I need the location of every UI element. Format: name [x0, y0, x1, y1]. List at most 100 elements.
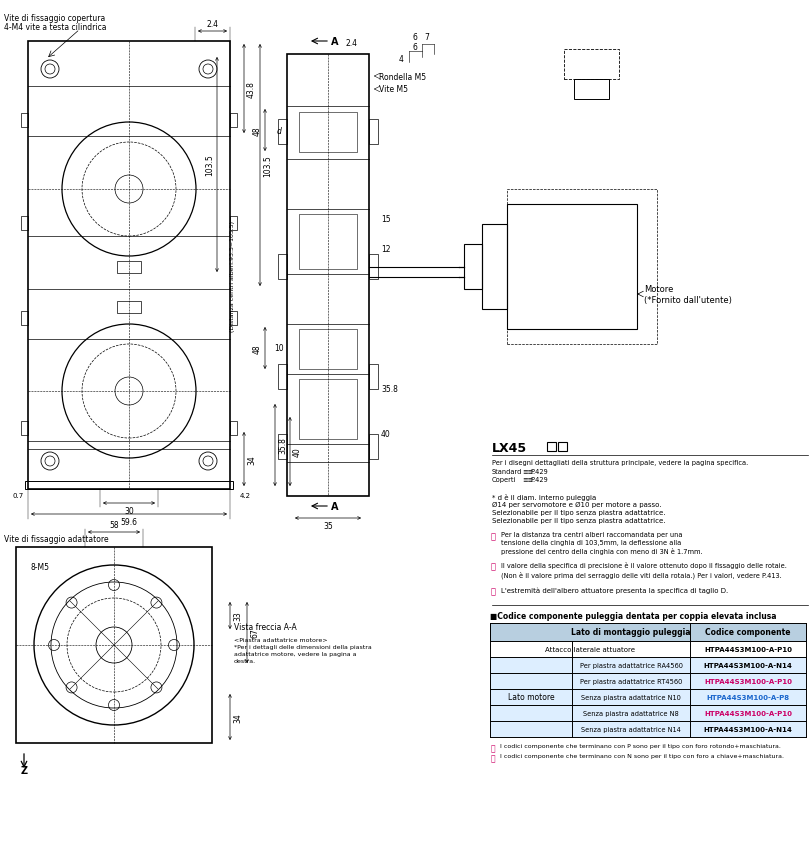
Text: 4-M4 vite a testa cilindrica: 4-M4 vite a testa cilindrica — [4, 23, 106, 32]
Text: 58: 58 — [109, 521, 119, 529]
Bar — [299, 214, 357, 270]
Text: (Distanza centri alberi:93.5~105.5): (Distanza centri alberi:93.5~105.5) — [230, 220, 234, 331]
Text: Attacco laterale attuatore: Attacco laterale attuatore — [545, 647, 635, 652]
Text: A: A — [331, 501, 338, 511]
Text: Ø14 per servomotore e Ø10 per motore a passo.: Ø14 per servomotore e Ø10 per motore a p… — [492, 501, 662, 507]
Text: d: d — [277, 127, 281, 135]
Text: Vite M5: Vite M5 — [379, 85, 408, 95]
Text: 34: 34 — [233, 712, 242, 722]
Bar — [564, 50, 619, 80]
Bar — [230, 421, 237, 436]
Text: I codici componente che terminano con P sono per il tipo con foro rotondo+maschi: I codici componente che terminano con P … — [500, 743, 781, 748]
Text: ⓕ: ⓕ — [491, 753, 496, 762]
Text: Per piastra adattatrice RA4560: Per piastra adattatrice RA4560 — [580, 663, 683, 668]
Text: Il valore della specifica di precisione è il valore ottenuto dopo il fissaggio d: Il valore della specifica di precisione … — [501, 561, 787, 578]
Bar — [299, 113, 357, 153]
Bar — [558, 442, 567, 452]
Text: 35.8: 35.8 — [381, 385, 398, 394]
Bar — [278, 255, 287, 279]
Bar — [230, 311, 237, 326]
Text: 34: 34 — [247, 455, 256, 464]
Text: Vista freccia A-A: Vista freccia A-A — [234, 622, 297, 631]
Text: P.429: P.429 — [530, 476, 547, 483]
Text: 59.6: 59.6 — [121, 517, 138, 527]
Bar — [490, 623, 806, 641]
Bar — [490, 706, 806, 721]
Bar — [574, 80, 609, 100]
Text: 12: 12 — [381, 246, 391, 254]
Text: Senza piastra adattatrice N8: Senza piastra adattatrice N8 — [583, 710, 679, 717]
Text: 103.5: 103.5 — [205, 154, 214, 176]
Text: 2.4: 2.4 — [345, 39, 357, 47]
Bar — [490, 674, 806, 690]
Text: 40: 40 — [381, 430, 391, 439]
Text: 4: 4 — [398, 56, 403, 64]
Bar — [490, 657, 806, 674]
Text: Per piastra adattatrice RT4560: Per piastra adattatrice RT4560 — [580, 679, 682, 684]
Bar — [28, 42, 230, 490]
Text: HTPA44S3M100-A-P10: HTPA44S3M100-A-P10 — [704, 710, 792, 717]
Bar — [464, 245, 482, 289]
Text: Senza piastra adattatrice N14: Senza piastra adattatrice N14 — [581, 726, 681, 732]
Text: ■Codice componente puleggia dentata per coppia elevata inclusa: ■Codice componente puleggia dentata per … — [490, 611, 776, 620]
Text: 40: 40 — [293, 447, 302, 457]
Bar — [490, 641, 806, 657]
Bar — [21, 311, 28, 326]
Text: LX45: LX45 — [492, 441, 527, 454]
Text: ≡≡: ≡≡ — [522, 468, 533, 474]
Text: HTPA44S3M100-A-P10: HTPA44S3M100-A-P10 — [704, 647, 792, 652]
Text: HTPA44S3M100-A-N14: HTPA44S3M100-A-N14 — [704, 663, 792, 668]
Text: I codici componente che terminano con N sono per il tipo con foro a chiave+masch: I codici componente che terminano con N … — [500, 753, 784, 758]
Bar — [287, 55, 369, 496]
Bar — [369, 255, 378, 279]
Text: Vite di fissaggio adattatore: Vite di fissaggio adattatore — [4, 534, 109, 544]
Text: Lato di montaggio puleggia: Lato di montaggio puleggia — [571, 628, 691, 636]
Bar — [278, 435, 287, 459]
Bar — [369, 435, 378, 459]
Text: * d è il diam. interno puleggia: * d è il diam. interno puleggia — [492, 494, 596, 500]
Bar — [507, 190, 657, 344]
Text: 67: 67 — [250, 628, 259, 637]
Text: 6: 6 — [413, 32, 418, 41]
Text: Selezionabile per il tipo senza piastra adattatrice.: Selezionabile per il tipo senza piastra … — [492, 510, 666, 516]
Text: Standard: Standard — [492, 468, 522, 474]
Text: 48: 48 — [253, 344, 262, 354]
Text: 35.8: 35.8 — [278, 437, 287, 454]
Bar — [490, 721, 806, 737]
Bar — [507, 205, 637, 330]
Bar — [16, 548, 212, 743]
Bar — [25, 481, 233, 490]
Bar — [299, 330, 357, 370]
Text: Motore
(*Fornito dall'utente): Motore (*Fornito dall'utente) — [644, 285, 732, 305]
Bar — [21, 217, 28, 230]
Text: Lato motore: Lato motore — [508, 693, 554, 701]
Text: L'estremità dell'albero attuatore presenta la specifica di taglio D.: L'estremità dell'albero attuatore presen… — [501, 587, 728, 592]
Bar — [490, 690, 806, 706]
Text: 103.5: 103.5 — [263, 155, 272, 176]
Text: 8-M5: 8-M5 — [30, 563, 49, 572]
Text: 15: 15 — [381, 215, 391, 225]
Text: 48: 48 — [253, 126, 262, 136]
Bar — [278, 365, 287, 390]
Bar — [369, 365, 378, 390]
Text: ≡≡: ≡≡ — [522, 476, 533, 483]
Bar — [117, 301, 141, 314]
Text: 30: 30 — [124, 506, 134, 516]
Text: ⓕ: ⓕ — [491, 587, 496, 595]
Text: Rondella M5: Rondella M5 — [379, 73, 426, 81]
Bar — [117, 262, 141, 273]
Text: HTPA44S3M100-A-N14: HTPA44S3M100-A-N14 — [704, 726, 792, 732]
Bar — [21, 114, 28, 127]
Text: HTPA44S3M100-A-P8: HTPA44S3M100-A-P8 — [706, 694, 790, 701]
Text: 35: 35 — [323, 522, 333, 530]
Text: ⓕ: ⓕ — [491, 532, 496, 540]
Bar — [482, 225, 507, 310]
Bar — [230, 114, 237, 127]
Text: P.429: P.429 — [530, 468, 547, 474]
Text: Per i disegni dettagliati della struttura principale, vedere la pagina specifica: Per i disegni dettagliati della struttur… — [492, 459, 749, 465]
Bar — [278, 120, 287, 145]
Text: 0.7: 0.7 — [12, 492, 24, 499]
Text: Vite di fissaggio copertura: Vite di fissaggio copertura — [4, 14, 105, 23]
Text: 33: 33 — [233, 611, 242, 620]
Text: 43.8: 43.8 — [247, 81, 256, 98]
